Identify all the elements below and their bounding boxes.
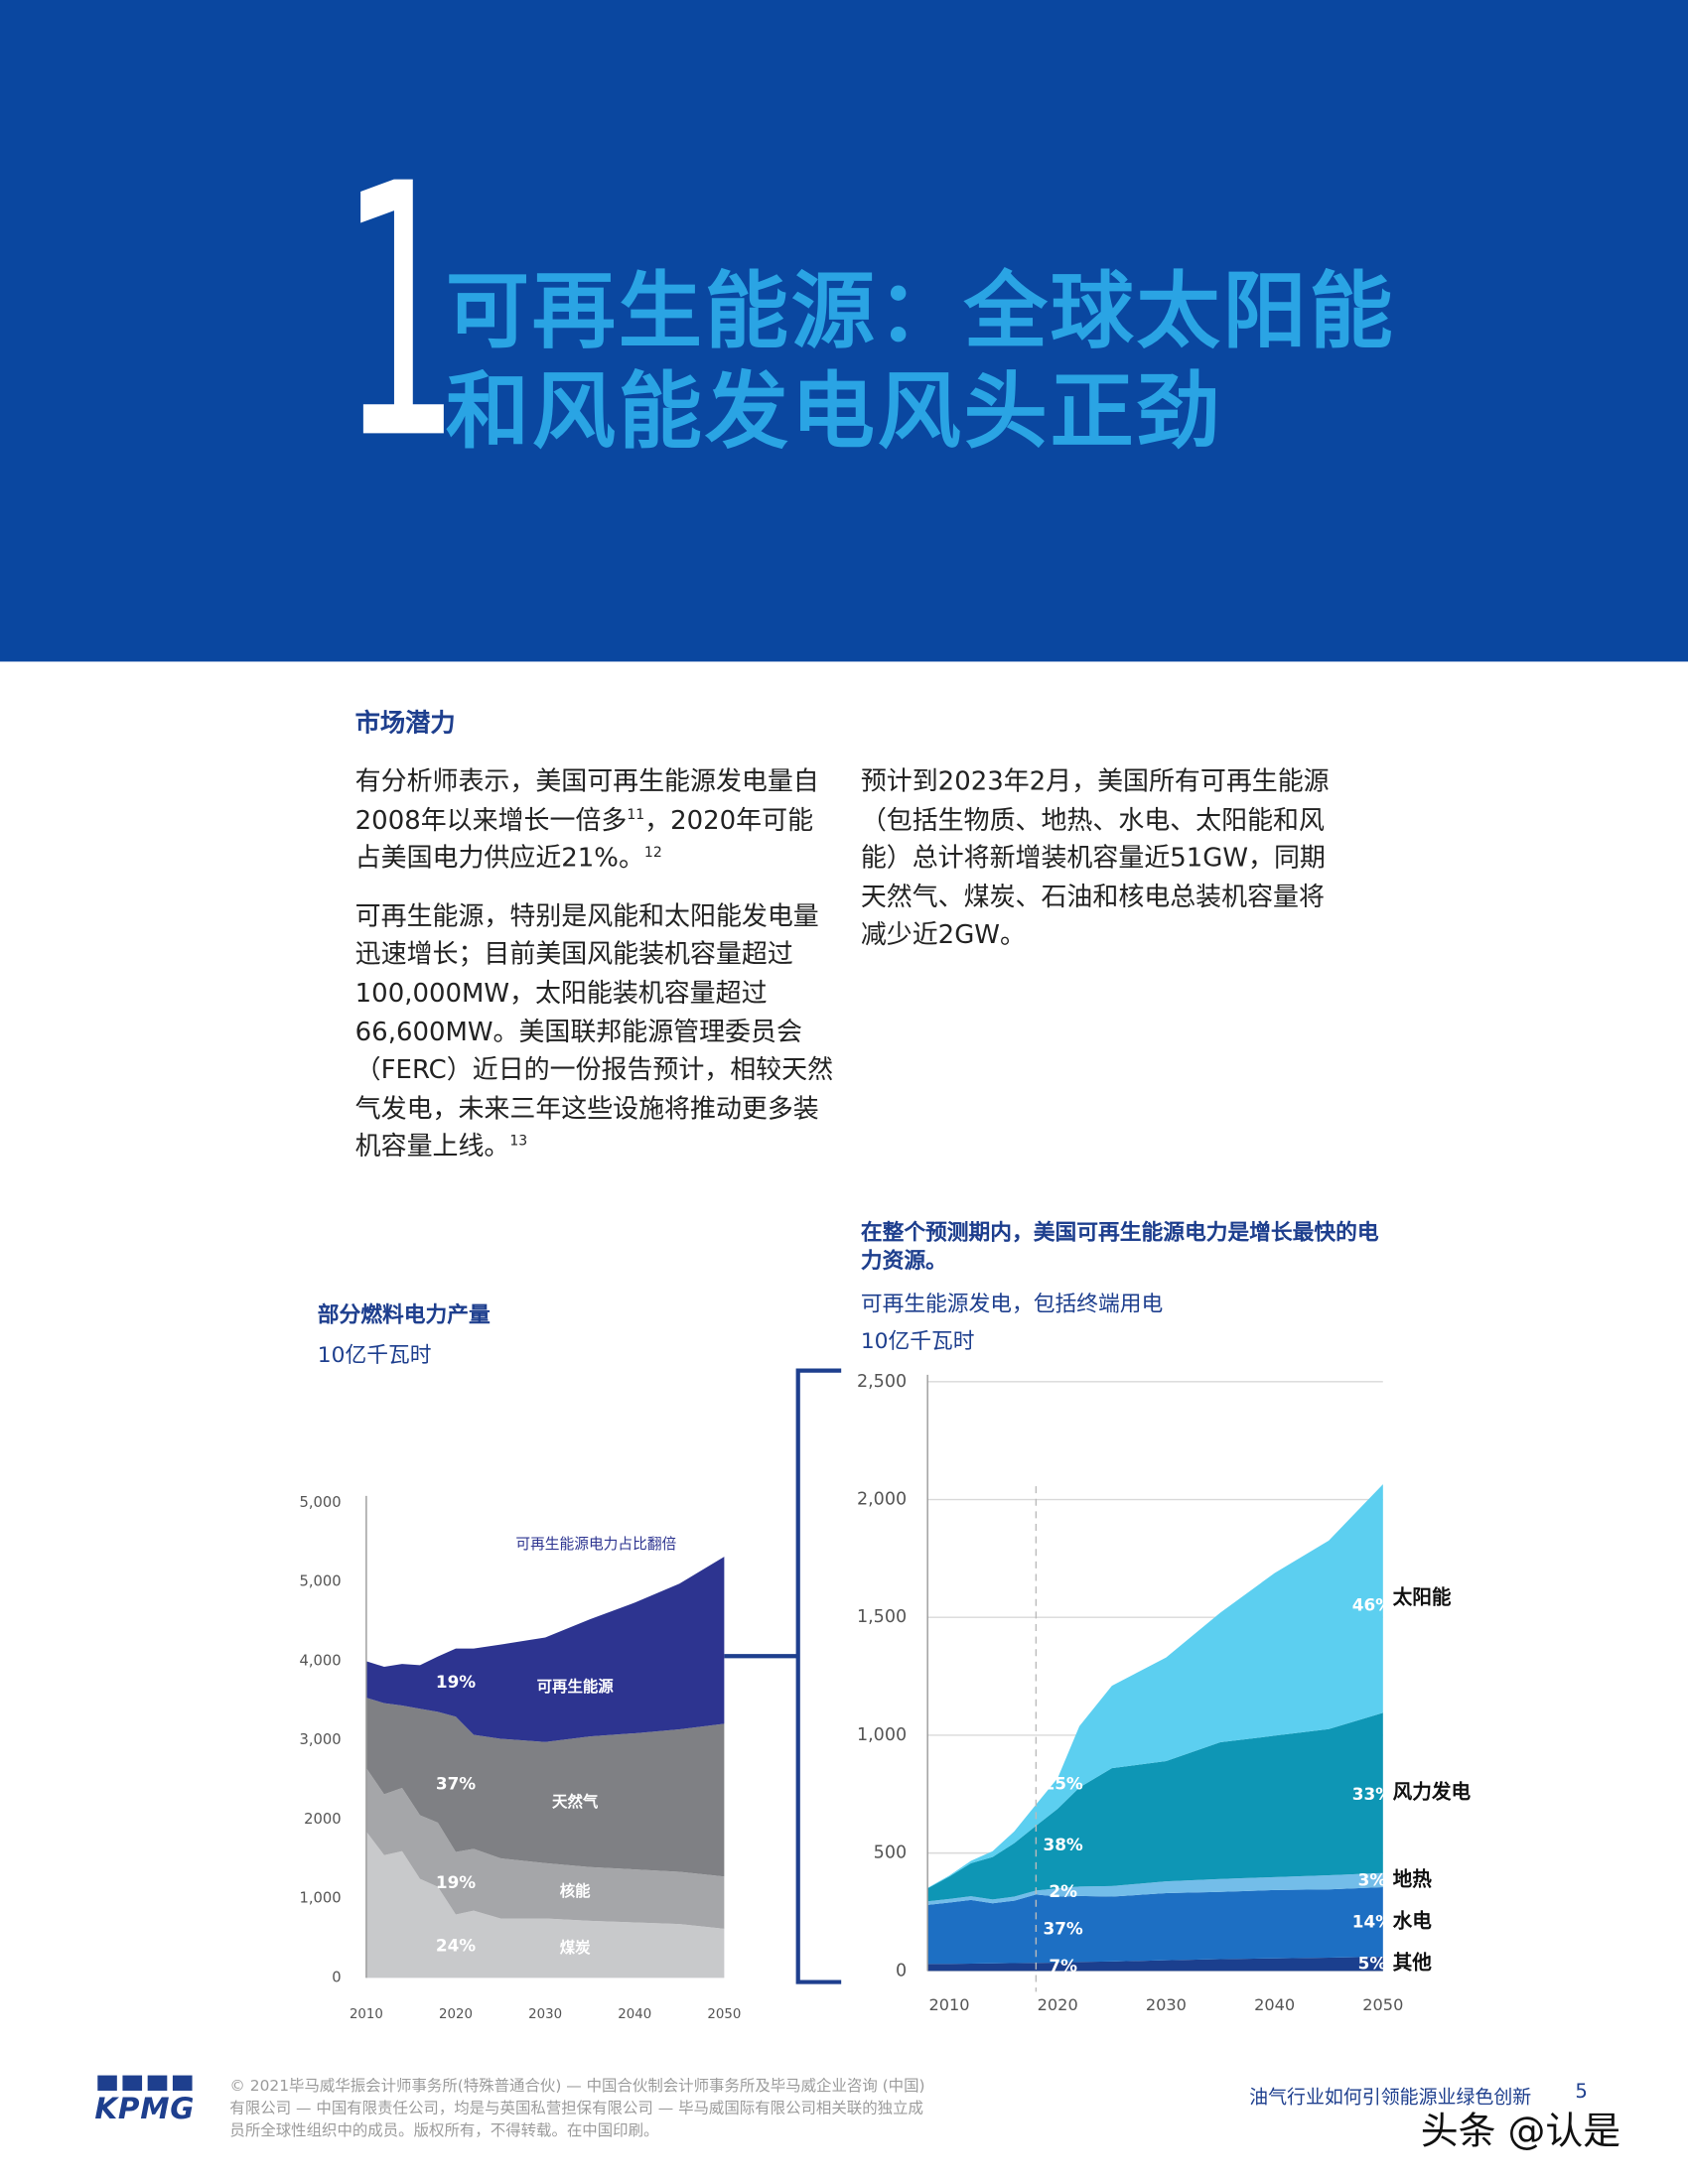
section-heading: 市场潜力 (354, 709, 456, 739)
area (927, 1887, 1383, 1965)
legend-label: 太阳能 (1393, 1586, 1452, 1609)
x-tick-label: 2020 (439, 2007, 473, 2022)
annotation: 可再生能源电力占比翻倍 (515, 1536, 676, 1553)
x-tick-label: 2010 (350, 2007, 383, 2022)
share-label: 5% (1358, 1953, 1387, 1973)
y-tick-label: 0 (332, 1969, 341, 1985)
chart-title: 部分燃料电力产量 (317, 1301, 491, 1328)
legend-label: 地热 (1393, 1867, 1433, 1890)
share-label: 2% (1049, 1881, 1077, 1901)
legend-label: 风力发电 (1393, 1781, 1472, 1804)
share-label: 7% (1049, 1956, 1077, 1976)
footnote-ref: 11 (627, 807, 645, 823)
copyright: © 2021毕马威华振会计师事务所(特殊普通合伙) — 中国合伙制会计师事务所及… (229, 2076, 924, 2142)
area (365, 1698, 725, 1877)
x-tick-label: 2020 (1038, 1995, 1078, 2014)
series-label: 煤炭 (560, 1938, 591, 1957)
chapter-title: 可再生能源：全球太阳能 和风能发电风头正劲 (446, 262, 1396, 463)
legend-label: 其他 (1393, 1952, 1433, 1975)
text-run: 有分析师表示，美国可再生能源发电量自2008年以来增长一倍多 (354, 767, 819, 836)
logo: KPMG (94, 2092, 196, 2126)
y-tick-label: 2000 (304, 1811, 341, 1828)
bracket-line (795, 1368, 842, 1984)
y-tick-label: 5,000 (300, 1573, 342, 1590)
paragraph: 可再生能源，特别是风能和太阳能发电量迅速增长；目前美国风能装机容量超过100,0… (355, 898, 835, 1167)
text-run: 可再生能源，特别是风能和太阳能发电量迅速增长；目前美国风能装机容量超过100,0… (354, 901, 834, 1162)
share-label: 24% (436, 1935, 476, 1955)
footnote-ref: 12 (643, 845, 662, 862)
paragraph: 有分析师表示，美国可再生能源发电量自2008年以来增长一倍多11，2020年可能… (355, 763, 835, 879)
x-tick-label: 2050 (707, 2007, 741, 2022)
share-label: 15% (1044, 1773, 1083, 1793)
logo-box (122, 2075, 143, 2091)
title-line: 和风能发电风头正劲 (445, 363, 1223, 462)
logo-box (147, 2075, 168, 2091)
chart-title: 在整个预测期内，美国可再生能源电力是增长最快的电力资源。 (860, 1220, 1379, 1274)
text-column: 有分析师表示，美国可再生能源发电量自2008年以来增长一倍多11，2020年可能… (355, 763, 835, 1186)
y-tick-label: 2,000 (857, 1490, 907, 1510)
y-tick-label: 5,000 (300, 1494, 342, 1511)
area (927, 1872, 1383, 1905)
area (365, 1831, 725, 1979)
text-run: 预计到2023年2月，美国所有可再生能源（包括生物质、地热、水电、太阳能和风能）… (860, 767, 1330, 951)
copyright-line: 有限公司 — 中国有限责任公司，均是与英国私营担保有限公司 — 毕马威国际有限公… (229, 2099, 923, 2117)
x-tick-label: 2030 (1146, 1995, 1187, 2014)
area (927, 1484, 1383, 1889)
share-label: 38% (1044, 1835, 1083, 1854)
series-label: 天然气 (552, 1792, 599, 1811)
x-tick-label: 2040 (1254, 1995, 1295, 2014)
logo-box (97, 2075, 117, 2091)
x-tick-label: 2030 (528, 2007, 562, 2022)
chart-subtitle: 可再生能源发电，包括终端用电 (860, 1291, 1164, 1316)
bracket (724, 1368, 842, 1984)
area (365, 1557, 725, 1742)
share-label: 19% (436, 1672, 476, 1692)
y-tick-label: 500 (874, 1843, 907, 1863)
share-label: 3% (1358, 1869, 1387, 1889)
share-label: 37% (436, 1773, 476, 1793)
chart-unit: 10亿千瓦时 (860, 1328, 975, 1354)
logo-boxes (97, 2075, 193, 2091)
watermark: 头条 @认是 (1420, 2110, 1621, 2154)
x-tick-label: 2050 (1362, 1995, 1403, 2014)
y-tick-label: 4,000 (300, 1652, 342, 1669)
y-tick-label: 1,500 (857, 1607, 907, 1627)
share-label: 19% (436, 1872, 476, 1892)
series-label: 可再生能源 (537, 1677, 615, 1696)
share-label: 46% (1352, 1595, 1392, 1615)
y-tick-label: 0 (896, 1961, 907, 1980)
area (365, 1768, 725, 1929)
x-tick-label: 2010 (928, 1995, 969, 2014)
y-tick-label: 1,000 (300, 1890, 342, 1907)
share-label: 33% (1352, 1784, 1392, 1804)
y-tick-label: 1,000 (857, 1725, 907, 1745)
legend-label: 水电 (1393, 1910, 1433, 1933)
share-label: 37% (1044, 1919, 1083, 1939)
logo-box (172, 2075, 193, 2091)
text-run: ，2020年可能占美国电力供应近21%。 (354, 805, 814, 874)
y-tick-label: 2,500 (857, 1372, 907, 1392)
header-band: 1 可再生能源：全球太阳能 和风能发电风头正劲 (0, 0, 1688, 662)
paragraph: 预计到2023年2月，美国所有可再生能源（包括生物质、地热、水电、太阳能和风能）… (861, 763, 1340, 956)
chapter-number: 1 (339, 109, 462, 516)
publication-title: 油气行业如何引领能源业绿色创新 (1249, 2086, 1532, 2110)
copyright-line: © 2021毕马威华振会计师事务所(特殊普通合伙) — 中国合伙制会计师事务所及… (229, 2076, 925, 2096)
x-tick-label: 2040 (618, 2007, 651, 2022)
chart-unit: 10亿千瓦时 (317, 1342, 432, 1368)
series-label: 核能 (560, 1881, 591, 1900)
page-number: 5 (1575, 2081, 1588, 2104)
share-label: 14% (1352, 1911, 1392, 1931)
footnote-ref: 13 (509, 1134, 528, 1151)
title-line: 可再生能源：全球太阳能 (445, 263, 1396, 361)
text-column: 预计到2023年2月，美国所有可再生能源（包括生物质、地热、水电、太阳能和风能）… (861, 763, 1340, 975)
y-tick-label: 3,000 (300, 1731, 342, 1748)
copyright-line: 员所全球性组织中的成员。版权所有，不得转载。在中国印刷。 (229, 2120, 659, 2140)
area (927, 1957, 1383, 1972)
area (927, 1712, 1383, 1902)
